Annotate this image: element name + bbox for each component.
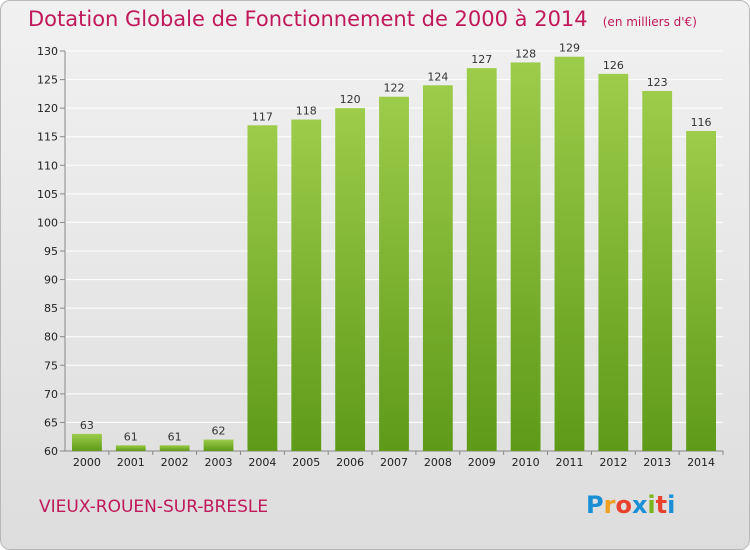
x-tick-label: 2010 xyxy=(512,456,540,469)
y-tick-label: 110 xyxy=(37,159,58,172)
x-tick-label: 2008 xyxy=(424,456,452,469)
x-tick-label: 2005 xyxy=(292,456,320,469)
data-label: 62 xyxy=(212,425,226,438)
bar xyxy=(598,73,629,451)
y-tick-label: 75 xyxy=(44,359,58,372)
logo-letter: P xyxy=(586,491,604,519)
data-label: 127 xyxy=(471,53,492,66)
y-tick-label: 95 xyxy=(44,245,58,258)
data-label: 61 xyxy=(124,430,138,443)
data-label: 124 xyxy=(427,70,448,83)
x-tick-label: 2001 xyxy=(117,456,145,469)
x-tick-label: 2007 xyxy=(380,456,408,469)
bar xyxy=(159,445,190,451)
data-label: 120 xyxy=(340,93,361,106)
logo-letter: x xyxy=(631,491,648,519)
x-tick-label: 2000 xyxy=(73,456,101,469)
y-tick-label: 80 xyxy=(44,331,58,344)
bar xyxy=(115,445,146,451)
bar xyxy=(247,125,278,452)
y-tick-label: 85 xyxy=(44,302,58,315)
data-label: 123 xyxy=(647,76,668,89)
logo-letter: o xyxy=(615,491,632,519)
x-tick-label: 2013 xyxy=(643,456,671,469)
bar xyxy=(203,439,234,451)
chart-unit: (en milliers d'€) xyxy=(602,15,697,29)
bar xyxy=(554,56,585,451)
y-tick-label: 65 xyxy=(44,416,58,429)
data-label: 126 xyxy=(603,59,624,72)
commune-name: VIEUX-ROUEN-SUR-BRESLE xyxy=(39,497,269,517)
x-tick-label: 2004 xyxy=(248,456,276,469)
bar xyxy=(335,108,366,452)
bar xyxy=(72,433,102,451)
y-tick-label: 100 xyxy=(37,216,58,229)
data-label: 118 xyxy=(296,105,317,118)
logo-letter: r xyxy=(603,491,616,519)
logo-letter: i xyxy=(647,491,656,519)
y-tick-label: 120 xyxy=(37,102,58,115)
x-tick-label: 2014 xyxy=(687,456,715,469)
y-tick-label: 70 xyxy=(44,388,58,401)
x-tick-label: 2002 xyxy=(161,456,189,469)
y-tick-label: 125 xyxy=(37,74,58,87)
chart-title-text: Dotation Globale de Fonctionnement de 20… xyxy=(28,7,588,31)
data-label: 61 xyxy=(168,430,182,443)
x-tick-label: 2011 xyxy=(555,456,583,469)
bar xyxy=(686,131,716,451)
x-tick-label: 2006 xyxy=(336,456,364,469)
x-tick-label: 2012 xyxy=(599,456,627,469)
y-tick-label: 115 xyxy=(37,131,58,144)
data-label: 128 xyxy=(515,47,536,60)
bar xyxy=(291,119,322,452)
bar xyxy=(379,96,409,451)
logo-letter: t xyxy=(655,491,668,519)
bar xyxy=(422,85,453,452)
bar xyxy=(642,91,673,451)
data-label: 129 xyxy=(559,42,580,55)
y-tick-label: 105 xyxy=(37,188,58,201)
bar xyxy=(510,62,541,452)
data-label: 63 xyxy=(80,419,94,432)
proxiti-logo: Proxiti xyxy=(586,491,675,519)
logo-letter: i xyxy=(667,491,676,519)
y-tick-label: 60 xyxy=(44,445,58,458)
x-tick-label: 2009 xyxy=(468,456,496,469)
y-tick-label: 130 xyxy=(37,45,58,58)
y-tick-label: 90 xyxy=(44,274,58,287)
data-label: 122 xyxy=(384,82,405,95)
chart-title: Dotation Globale de Fonctionnement de 20… xyxy=(28,7,697,31)
bar xyxy=(466,68,497,452)
data-label: 117 xyxy=(252,110,273,123)
x-tick-label: 2003 xyxy=(205,456,233,469)
data-label: 116 xyxy=(691,116,712,129)
